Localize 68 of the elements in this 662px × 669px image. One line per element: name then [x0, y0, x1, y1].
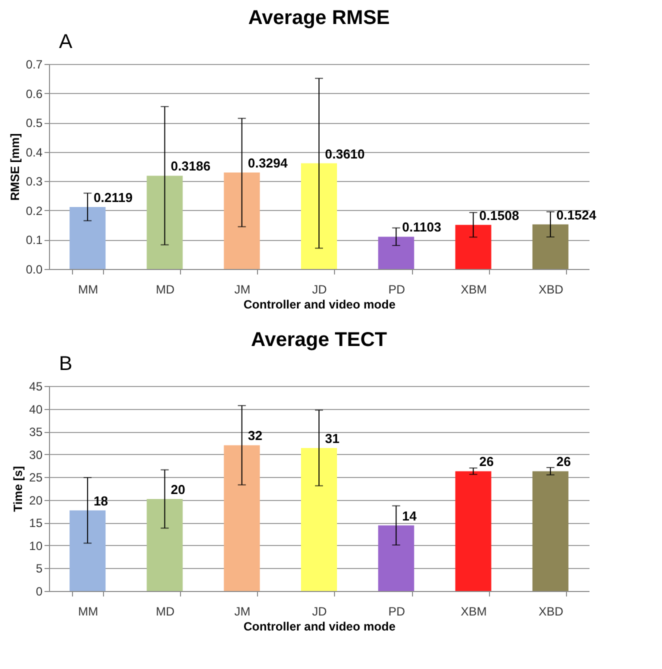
bar: [378, 525, 414, 591]
bar: [224, 172, 260, 269]
data-label: 14: [402, 508, 418, 524]
y-axis-title: Time [s]: [11, 466, 26, 512]
bar: [70, 206, 106, 269]
y-tick-label: 30: [29, 448, 43, 462]
data-label: 0.2119: [94, 190, 133, 205]
bar: [224, 445, 260, 591]
y-tick-label: 0.1: [26, 233, 43, 248]
data-label: 20: [170, 482, 186, 497]
x-axis-title: Controller and video mode: [243, 620, 396, 634]
data-label: 26: [556, 454, 571, 470]
x-tick-label: MD: [156, 282, 175, 296]
x-tick-label: XBM: [460, 604, 487, 618]
bar: [301, 448, 337, 591]
bar: [146, 176, 183, 269]
bar: [301, 163, 337, 269]
data-label: 0.1508: [479, 208, 520, 223]
bar: [378, 236, 414, 269]
text: A: [59, 31, 73, 53]
bar: [70, 510, 106, 591]
y-tick-label: 25: [29, 470, 43, 485]
x-tick-label: JM: [234, 604, 250, 618]
y-tick-label: 0.7: [26, 58, 43, 72]
x-tick-label: MD: [156, 604, 175, 618]
data-label: 0.1524: [556, 207, 597, 222]
y-tick-label: 15: [29, 516, 43, 530]
y-tick-label: 45: [29, 380, 43, 394]
y-tick-label: 0.5: [26, 116, 43, 130]
y-tick-label: 0.6: [26, 86, 43, 101]
bar: [146, 498, 183, 591]
data-label: 31: [325, 430, 340, 446]
chart-title: Average TECT: [251, 329, 387, 351]
text: B: [59, 353, 72, 375]
data-label: 0.1103: [402, 220, 442, 235]
bar: [532, 224, 568, 269]
data-label: 18: [94, 493, 108, 508]
x-tick-label: PD: [388, 604, 406, 618]
x-tick-label: MM: [78, 282, 98, 296]
x-tick-label: JD: [312, 604, 328, 618]
data-label: 0.3610: [325, 146, 365, 162]
x-tick-label: XBM: [460, 282, 487, 296]
data-label: 32: [248, 428, 262, 444]
y-tick-label: 40: [29, 402, 43, 416]
x-tick-label: XBD: [538, 604, 564, 618]
y-tick-label: 0: [36, 584, 43, 598]
y-tick-label: 0.2: [26, 204, 43, 218]
x-tick-label: MM: [78, 604, 98, 618]
y-tick-label: 20: [29, 493, 43, 508]
y-axis-title: RMSE [mm]: [8, 133, 22, 201]
y-tick-label: 0.3: [26, 174, 43, 189]
x-tick-label: JD: [312, 282, 328, 296]
x-tick-label: PD: [388, 282, 406, 296]
x-tick-label: XBD: [538, 282, 564, 296]
bar: [532, 471, 568, 591]
y-tick-label: 0.0: [26, 262, 43, 276]
x-tick-label: JM: [234, 282, 250, 296]
data-label: 0.3294: [248, 156, 288, 171]
x-axis-title: Controller and video mode: [243, 298, 396, 312]
data-label: 26: [479, 454, 494, 470]
y-tick-label: 5: [36, 562, 43, 576]
data-label: 0.3186: [170, 158, 210, 174]
y-tick-label: 35: [29, 425, 43, 440]
y-tick-label: 0.4: [26, 145, 43, 160]
y-tick-label: 10: [29, 538, 43, 553]
bar: [455, 471, 492, 591]
chart-title: Average RMSE: [248, 7, 390, 29]
bar: [455, 224, 492, 269]
